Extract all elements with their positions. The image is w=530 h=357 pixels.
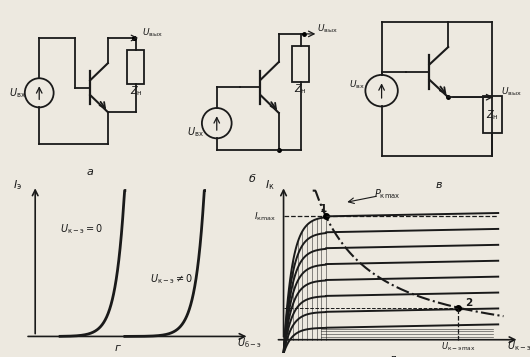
- Text: $Z_{\rm н}$: $Z_{\rm н}$: [486, 108, 499, 122]
- Text: $U_{\rm вых}$: $U_{\rm вых}$: [501, 85, 522, 98]
- Text: $U_{\rm к-эmax}$: $U_{\rm к-эmax}$: [441, 340, 476, 353]
- Text: 1: 1: [319, 204, 326, 214]
- Text: $I_{\rm э}$: $I_{\rm э}$: [13, 178, 22, 192]
- Text: 2: 2: [465, 298, 472, 308]
- Text: $P_{\rm кmax}$: $P_{\rm кmax}$: [374, 187, 400, 201]
- Text: $U_{\rm к-э}$: $U_{\rm к-э}$: [507, 340, 530, 353]
- Text: $Z_{\rm н}$: $Z_{\rm н}$: [129, 84, 142, 98]
- Text: г: г: [114, 343, 120, 353]
- Text: $U_{\rm вых}$: $U_{\rm вых}$: [143, 26, 163, 39]
- Text: $U_{\rm к-э}=0$: $U_{\rm к-э}=0$: [60, 222, 103, 236]
- Text: $U_{\rm вх}$: $U_{\rm вх}$: [8, 86, 25, 100]
- Text: $U_{\rm к-э}\neq 0$: $U_{\rm к-э}\neq 0$: [150, 272, 193, 286]
- Text: б: б: [249, 174, 255, 183]
- Text: $U_{\rm вх}$: $U_{\rm вх}$: [187, 125, 204, 139]
- Text: а: а: [87, 167, 93, 177]
- Text: $I_{\rm к}$: $I_{\rm к}$: [266, 178, 275, 192]
- Text: $U_{\rm вх}$: $U_{\rm вх}$: [349, 79, 365, 91]
- Text: $Z_{\rm н}$: $Z_{\rm н}$: [294, 82, 307, 96]
- Text: $U_{\rm вых}$: $U_{\rm вых}$: [316, 22, 338, 35]
- Text: $I_{\rm кmax}$: $I_{\rm кmax}$: [254, 210, 277, 223]
- Text: д: д: [388, 353, 396, 357]
- Text: $U_{\rm б-э}$: $U_{\rm б-э}$: [237, 336, 262, 350]
- Text: в: в: [436, 180, 442, 190]
